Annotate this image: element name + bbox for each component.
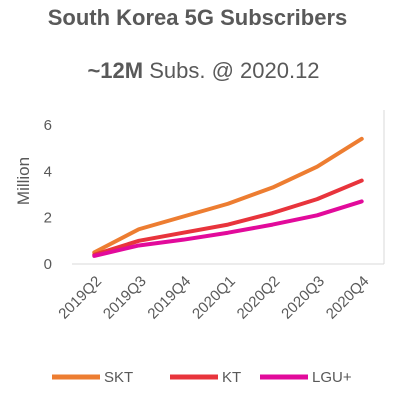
chart-title: South Korea 5G Subscribers xyxy=(47,5,348,30)
x-tick-label: 2020Q2 xyxy=(234,273,284,323)
legend-label: SKT xyxy=(104,369,133,386)
legend-label: LGU+ xyxy=(312,369,352,386)
x-tick-label: 2020Q1 xyxy=(189,273,239,323)
x-tick-label: 2019Q2 xyxy=(55,273,105,323)
subtitle-text: Subs. @ 2020.12 xyxy=(143,58,320,83)
subtitle-highlight: ~12M xyxy=(87,58,144,83)
series-line-kt xyxy=(92,178,364,257)
y-tick-label: 2 xyxy=(44,210,52,227)
x-tick-label: 2020Q4 xyxy=(323,273,373,323)
x-tick-label: 2019Q3 xyxy=(100,273,150,323)
y-axis-label: Million xyxy=(14,157,33,205)
y-tick-label: 0 xyxy=(44,256,52,273)
chart-subtitle: ~12M Subs. @ 2020.12 xyxy=(0,58,407,84)
y-tick-label: 6 xyxy=(44,117,52,134)
series-line-lgu xyxy=(92,199,364,258)
legend-label: KT xyxy=(222,369,241,386)
y-tick-label: 4 xyxy=(44,163,52,180)
x-tick-label: 2020Q3 xyxy=(278,273,328,323)
x-tick-label: 2019Q4 xyxy=(144,273,194,323)
